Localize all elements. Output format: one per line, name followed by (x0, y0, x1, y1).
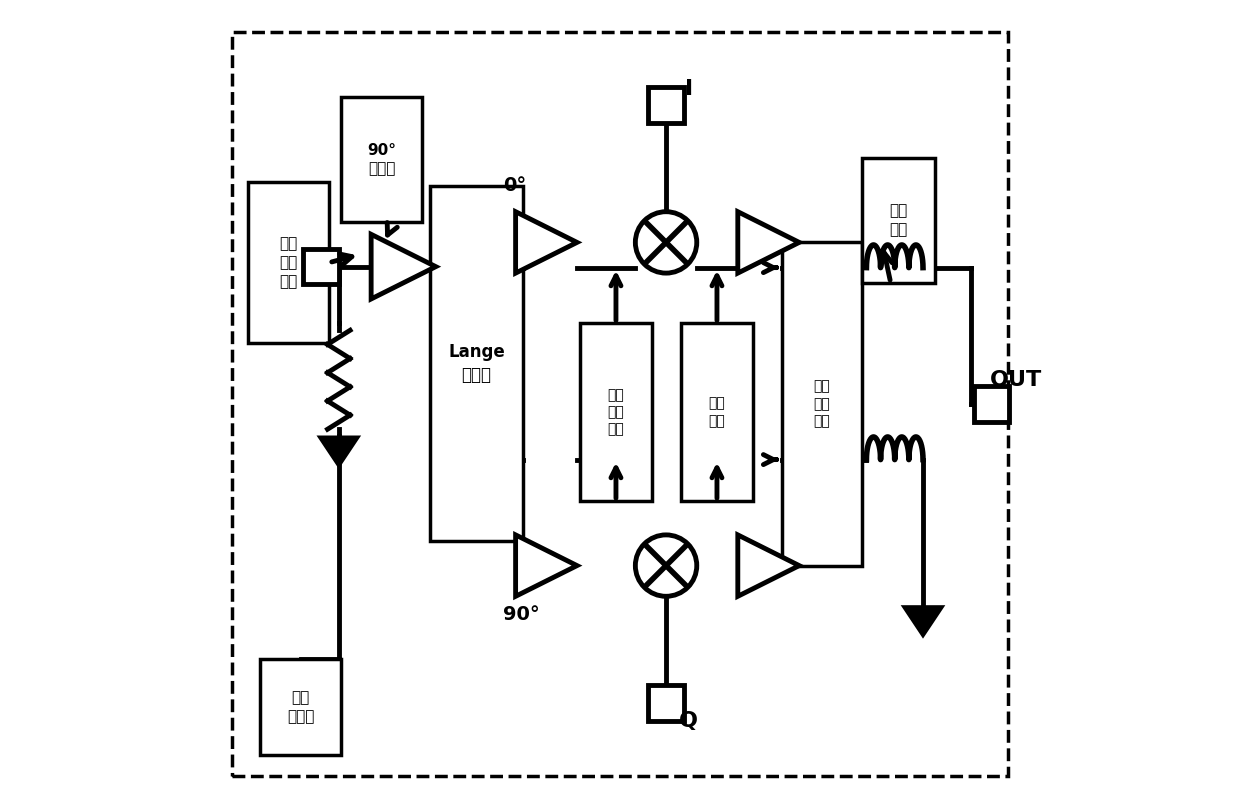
Polygon shape (516, 535, 577, 596)
FancyBboxPatch shape (862, 158, 935, 283)
Text: 温度
传感器: 温度 传感器 (288, 690, 315, 724)
Text: I: I (684, 79, 693, 99)
Circle shape (635, 535, 697, 596)
FancyBboxPatch shape (341, 97, 422, 222)
Text: 混频
单元: 混频 单元 (708, 397, 725, 427)
Text: 90°: 90° (503, 604, 539, 624)
Text: 输出
巴伦: 输出 巴伦 (889, 204, 908, 237)
FancyBboxPatch shape (649, 87, 683, 123)
Text: 0°: 0° (503, 176, 526, 196)
Polygon shape (516, 212, 577, 273)
Text: 输入
放大
单元: 输入 放大 单元 (279, 237, 298, 288)
FancyBboxPatch shape (681, 323, 754, 501)
Text: Q: Q (680, 711, 698, 730)
FancyBboxPatch shape (430, 186, 523, 541)
FancyBboxPatch shape (304, 249, 339, 284)
Text: OUT: OUT (990, 370, 1043, 389)
FancyBboxPatch shape (260, 659, 341, 755)
Text: 输入
放大
单元: 输入 放大 单元 (813, 380, 831, 428)
Polygon shape (738, 535, 800, 596)
Polygon shape (738, 212, 800, 273)
FancyBboxPatch shape (781, 242, 862, 566)
Polygon shape (371, 234, 435, 299)
FancyBboxPatch shape (579, 323, 652, 501)
Text: 90°
移相器: 90° 移相器 (367, 143, 396, 176)
FancyBboxPatch shape (649, 685, 683, 721)
Text: Lange
耦合器: Lange 耦合器 (448, 343, 505, 384)
FancyBboxPatch shape (248, 182, 329, 343)
Polygon shape (905, 608, 941, 634)
FancyBboxPatch shape (973, 386, 1009, 422)
Polygon shape (321, 438, 357, 465)
Circle shape (635, 212, 697, 273)
Text: 通道
放大
单元: 通道 放大 单元 (608, 388, 624, 436)
